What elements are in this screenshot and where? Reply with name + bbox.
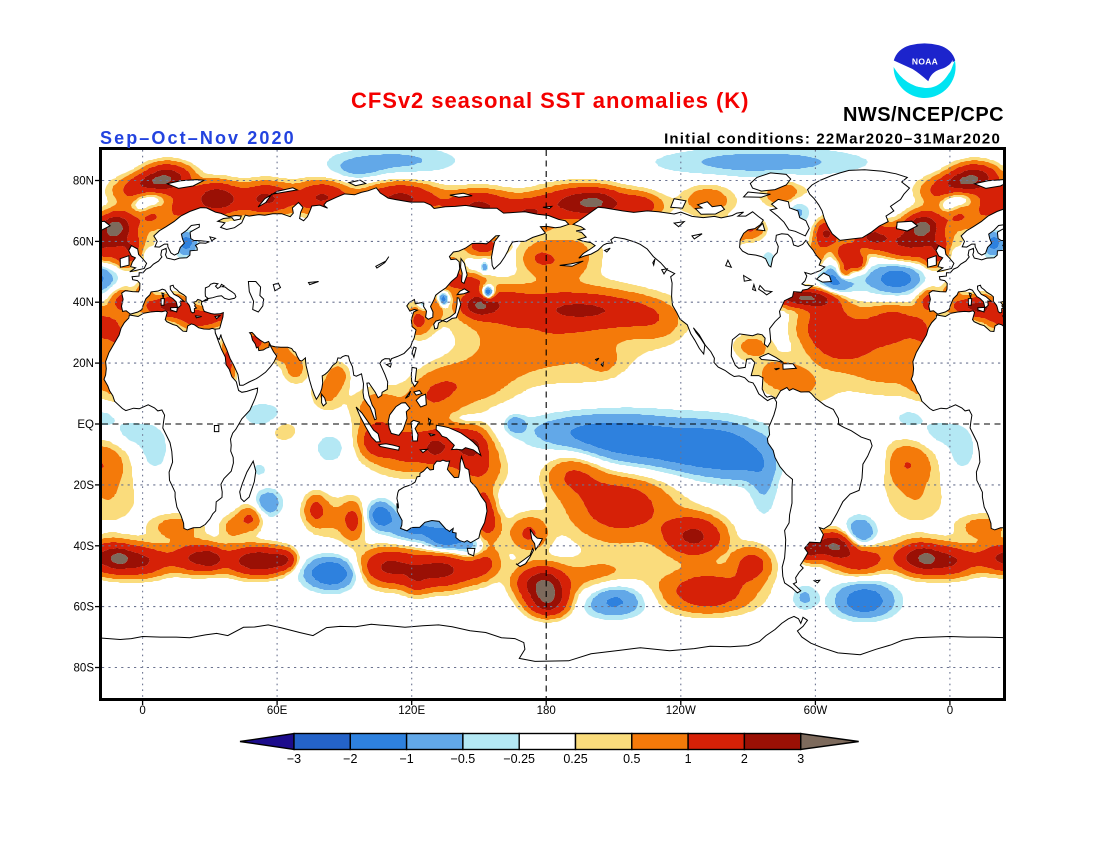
svg-text:40S: 40S [74,541,95,553]
svg-text:80N: 80N [73,176,94,188]
svg-text:−3: −3 [287,752,301,766]
svg-text:CFSv2 seasonal SST anomalies (: CFSv2 seasonal SST anomalies (K) [351,88,749,113]
svg-text:120E: 120E [398,705,425,717]
svg-text:0.25: 0.25 [563,752,587,766]
svg-text:−0.25: −0.25 [503,752,535,766]
svg-text:120W: 120W [666,705,696,717]
svg-text:40N: 40N [73,297,94,309]
svg-text:60W: 60W [804,705,828,717]
svg-text:Sep–Oct–Nov 2020: Sep–Oct–Nov 2020 [100,128,296,148]
svg-text:−0.5: −0.5 [451,752,476,766]
svg-text:NWS/NCEP/CPC: NWS/NCEP/CPC [843,104,1004,126]
svg-text:Initial conditions: 22Mar2020–: Initial conditions: 22Mar2020–31Mar2020 [664,131,1001,148]
svg-text:−1: −1 [399,752,413,766]
svg-text:3: 3 [797,752,804,766]
svg-text:EQ: EQ [77,419,94,431]
svg-text:60E: 60E [267,705,288,717]
svg-text:20N: 20N [73,358,94,370]
svg-text:2: 2 [741,752,748,766]
svg-text:60N: 60N [73,236,94,248]
svg-text:0: 0 [947,705,953,717]
svg-text:20S: 20S [74,480,95,492]
svg-text:−2: −2 [343,752,357,766]
svg-text:0: 0 [139,705,145,717]
svg-text:1: 1 [685,752,692,766]
svg-text:60S: 60S [74,602,95,614]
svg-text:NOAA: NOAA [912,57,938,67]
svg-text:0.5: 0.5 [623,752,640,766]
svg-text:80S: 80S [74,663,95,675]
svg-text:180: 180 [537,705,556,717]
